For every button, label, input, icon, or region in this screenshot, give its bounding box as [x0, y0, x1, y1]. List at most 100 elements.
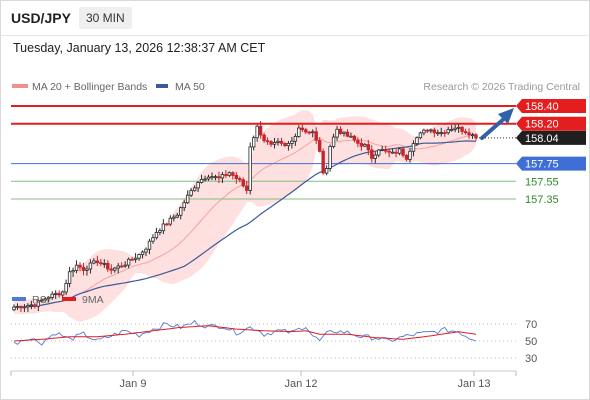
candle — [411, 140, 416, 157]
candle — [88, 259, 93, 274]
level-labels: 158.40 158.20 157.75 157.55 157.35 158.04 — [476, 99, 586, 206]
candle — [443, 130, 447, 137]
candle — [126, 257, 131, 269]
legend-label-ma20: MA 20 + Bollinger Bands — [32, 81, 147, 93]
candle — [258, 121, 263, 139]
legend-label-ma50: MA 50 — [175, 81, 205, 93]
bollinger-bands — [13, 110, 477, 322]
candle — [380, 145, 384, 152]
ma20-line — [13, 133, 477, 308]
candle — [185, 190, 190, 205]
candle — [359, 138, 364, 151]
candle — [366, 139, 371, 156]
legend-swatch-rsi — [12, 297, 26, 301]
candle — [92, 258, 96, 265]
candle — [314, 127, 318, 144]
candle — [158, 228, 162, 236]
candle — [227, 171, 232, 178]
candles — [12, 121, 478, 313]
level-label: 157.75 — [525, 159, 559, 171]
candle — [192, 185, 197, 192]
candle — [328, 144, 332, 172]
trend-arrow-head — [498, 108, 514, 124]
candle — [19, 305, 23, 313]
rsi-tick-label: 30 — [525, 353, 537, 365]
candle — [102, 259, 107, 268]
header-divider — [0, 35, 588, 36]
candle — [439, 127, 443, 137]
timeframe-badge[interactable]: 30 MIN — [79, 7, 132, 29]
candle — [415, 136, 419, 146]
candle — [335, 125, 339, 141]
candle — [425, 128, 430, 133]
candle — [74, 260, 79, 274]
candle — [179, 206, 183, 220]
candle — [220, 171, 225, 184]
candle — [161, 219, 166, 235]
candle — [286, 140, 291, 151]
candle — [429, 128, 433, 134]
candle — [331, 133, 336, 149]
candle — [144, 247, 148, 257]
candle — [81, 262, 86, 276]
candle — [352, 134, 357, 143]
level-label: 157.55 — [525, 176, 559, 188]
candle — [338, 126, 343, 135]
candle — [43, 297, 47, 303]
legend-swatch-ma50 — [156, 84, 168, 88]
candle — [373, 151, 377, 164]
candle — [175, 212, 179, 219]
candle — [241, 177, 245, 188]
candle — [449, 124, 454, 132]
candle — [297, 125, 301, 138]
candle — [418, 131, 423, 140]
candle — [283, 142, 287, 148]
candle — [109, 264, 113, 275]
rsi-tick-label: 50 — [525, 336, 537, 348]
candle — [321, 148, 325, 175]
candle — [238, 176, 242, 183]
candle — [165, 222, 169, 226]
legend-swatch-ma20 — [12, 84, 28, 88]
candle — [251, 135, 256, 151]
candle — [265, 137, 270, 145]
candle — [370, 145, 374, 163]
candle — [390, 148, 395, 154]
candle — [154, 227, 159, 240]
candle — [467, 128, 471, 139]
ma50-line — [13, 140, 477, 308]
candle — [206, 174, 211, 181]
candle — [40, 298, 44, 302]
candle — [15, 303, 20, 310]
candle — [22, 303, 27, 313]
candle — [383, 145, 388, 154]
candle — [272, 137, 277, 149]
candle — [356, 137, 360, 148]
symbol-title: USD/JPY — [11, 10, 71, 26]
candle — [26, 303, 30, 312]
candle — [224, 170, 228, 178]
rsi-tick-label: 70 — [525, 319, 537, 331]
candle — [470, 132, 475, 139]
candle — [293, 133, 298, 146]
level-label: 158.40 — [525, 101, 559, 113]
candle — [217, 171, 221, 184]
candle — [203, 175, 207, 182]
candle — [342, 131, 346, 137]
candle — [255, 124, 259, 142]
candle — [463, 128, 468, 135]
candle — [78, 262, 82, 272]
candle — [307, 130, 311, 135]
credit-text: Research © 2026 Trading Central — [423, 81, 580, 93]
candle — [210, 172, 214, 181]
candle — [234, 171, 239, 184]
candle — [436, 129, 440, 136]
candle — [262, 132, 266, 144]
candle — [71, 267, 75, 277]
time-tick-label: Jan 13 — [457, 378, 490, 390]
legend-label-9ma: 9MA — [82, 294, 104, 306]
candle — [245, 180, 249, 195]
candle — [311, 129, 315, 138]
candle — [213, 174, 218, 181]
candle — [133, 253, 138, 263]
